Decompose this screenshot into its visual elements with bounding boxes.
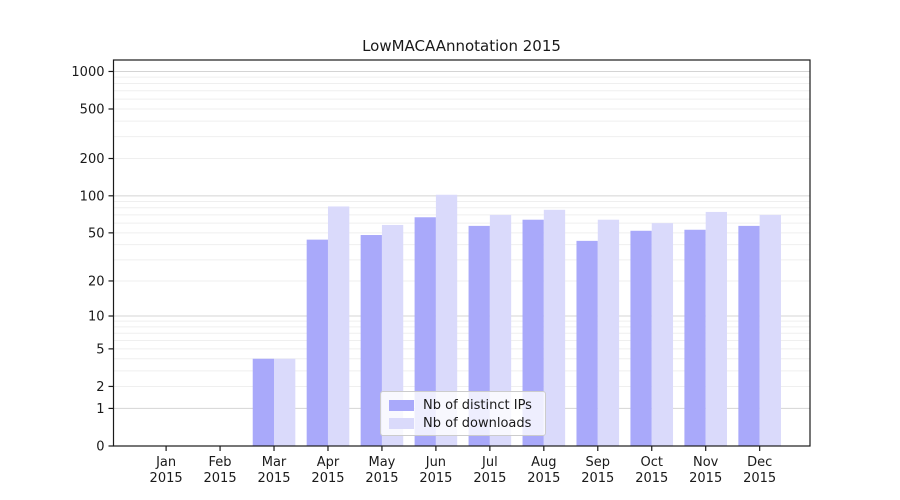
- x-tick-label-year: 2015: [581, 471, 614, 486]
- legend-item-downloads: Nb of downloads: [389, 415, 537, 431]
- bar-downloads-apr: [327, 206, 350, 446]
- y-tick-label: 200: [80, 152, 105, 167]
- x-tick-label-month: Dec: [747, 455, 772, 470]
- legend: Nb of distinct IPs Nb of downloads: [380, 391, 546, 436]
- bar-downloads-jun: [435, 194, 458, 446]
- y-tick-label: 100: [80, 189, 105, 204]
- x-tick-label-month: Apr: [317, 455, 340, 470]
- x-tick-label-month: Mar: [262, 455, 287, 470]
- x-tick-label-year: 2015: [743, 471, 776, 486]
- x-tick-label-year: 2015: [635, 471, 668, 486]
- x-tick-label-year: 2015: [204, 471, 237, 486]
- bar-distinct-ips-aug: [522, 219, 544, 446]
- bar-downloads-sep: [597, 219, 620, 446]
- x-tick-label-month: Aug: [531, 455, 556, 470]
- legend-label-distinct-ips: Nb of distinct IPs: [423, 397, 532, 413]
- x-tick-label-year: 2015: [257, 471, 290, 486]
- y-tick-label: 2: [96, 380, 104, 395]
- x-tick-label-month: Feb: [209, 455, 232, 470]
- bar-distinct-ips-jul: [468, 225, 490, 446]
- x-tick-label-year: 2015: [311, 471, 344, 486]
- legend-swatch-distinct-ips: [389, 399, 414, 411]
- plot-border: [112, 59, 811, 447]
- y-tick-label: 10: [88, 310, 105, 325]
- bar-downloads-oct: [651, 223, 674, 446]
- x-tick-label-month: Jun: [425, 455, 446, 470]
- bar-distinct-ips-oct: [630, 230, 652, 446]
- bar-downloads-may: [381, 224, 404, 446]
- bar-distinct-ips-sep: [576, 240, 598, 446]
- bar-distinct-ips-may: [360, 235, 382, 446]
- x-tick-label-year: 2015: [473, 471, 506, 486]
- bar-distinct-ips-apr: [306, 239, 328, 446]
- x-tick-label-month: Nov: [693, 455, 719, 470]
- bar-distinct-ips-mar: [252, 358, 275, 446]
- x-tick-label-month: Jul: [481, 455, 498, 470]
- bar-downloads-nov: [705, 211, 727, 446]
- legend-label-downloads: Nb of downloads: [423, 415, 532, 431]
- x-tick-label-year: 2015: [150, 471, 183, 486]
- bar-downloads-mar: [274, 358, 296, 446]
- bar-distinct-ips-dec: [738, 225, 760, 446]
- x-tick-label-month: May: [368, 455, 395, 470]
- bar-distinct-ips-jun: [414, 217, 436, 446]
- y-tick-label: 1: [96, 402, 104, 417]
- x-tick-label-year: 2015: [365, 471, 398, 486]
- x-tick-label-month: Jan: [155, 455, 176, 470]
- bar-downloads-aug: [543, 209, 566, 446]
- x-tick-label-month: Oct: [640, 455, 662, 470]
- bar-distinct-ips-nov: [684, 229, 706, 446]
- y-tick-label: 5: [96, 342, 104, 357]
- y-tick-label: 0: [96, 440, 104, 455]
- bar-downloads-dec: [759, 214, 781, 446]
- x-tick-label-year: 2015: [689, 471, 722, 486]
- x-tick-label-month: Sep: [586, 455, 611, 470]
- y-tick-label: 50: [88, 226, 105, 241]
- chart-title: LowMACAAnnotation 2015: [362, 37, 561, 55]
- bar-downloads-jul: [489, 214, 512, 446]
- y-tick-label: 20: [88, 274, 105, 289]
- y-tick-label: 500: [80, 102, 105, 117]
- legend-item-distinct-ips: Nb of distinct IPs: [389, 397, 537, 413]
- y-tick-label: 1000: [71, 65, 104, 80]
- x-tick-label-year: 2015: [419, 471, 452, 486]
- x-tick-label-year: 2015: [527, 471, 560, 486]
- legend-swatch-downloads: [389, 417, 414, 429]
